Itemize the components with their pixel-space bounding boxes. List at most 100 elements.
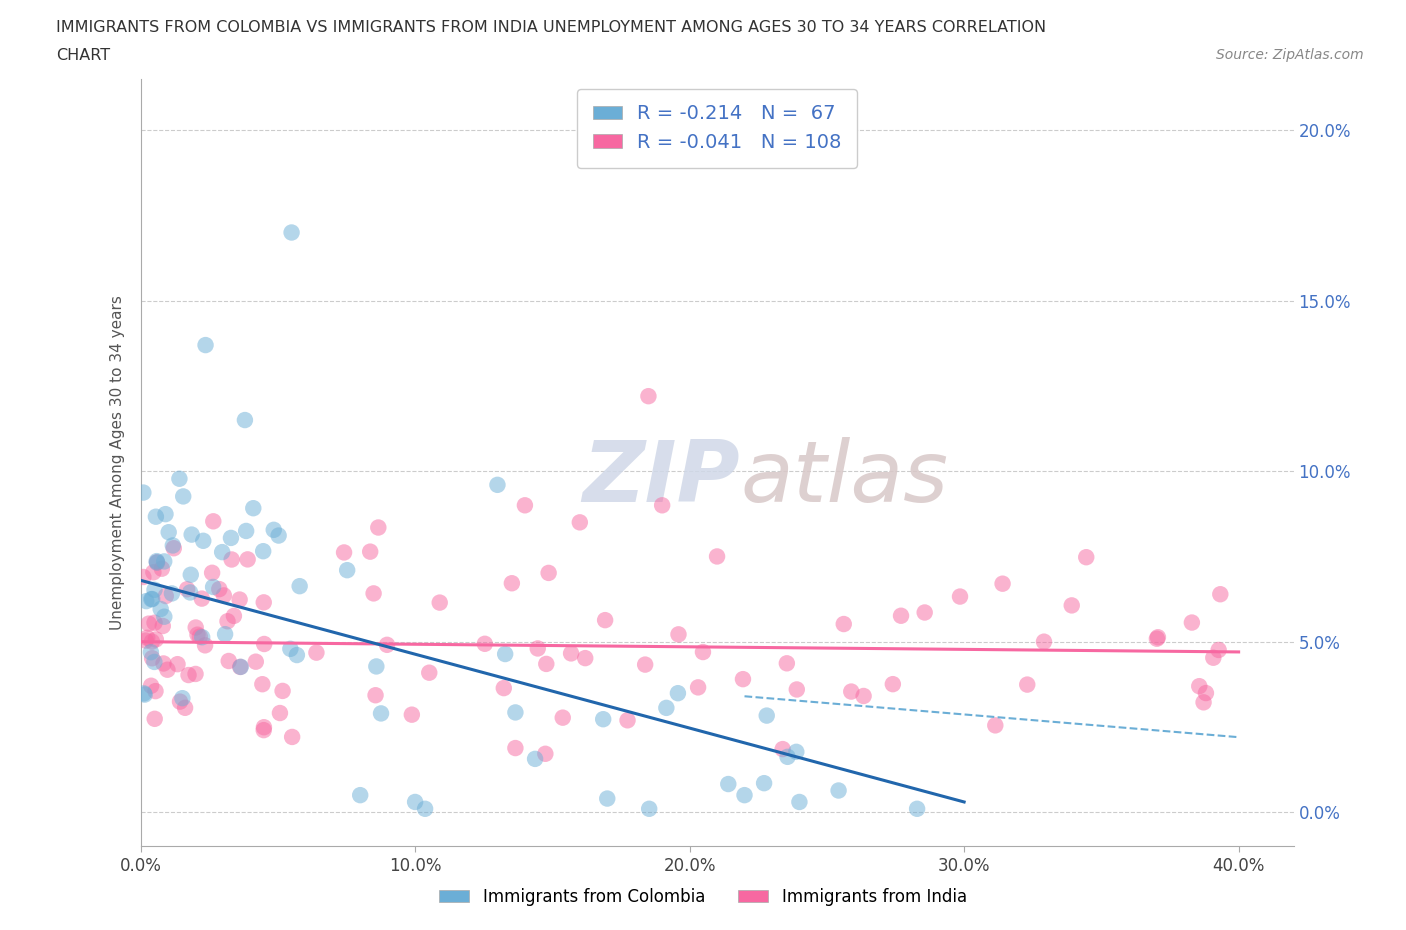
Point <box>162 538 184 553</box>
Point <box>1202 650 1225 665</box>
Point <box>755 708 778 723</box>
Point <box>146 555 169 570</box>
Point <box>560 646 582 661</box>
Point <box>169 694 191 709</box>
Point <box>1146 631 1168 646</box>
Point <box>253 720 276 735</box>
Point <box>401 707 423 722</box>
Point <box>1017 677 1039 692</box>
Point <box>359 544 381 559</box>
Point <box>202 514 225 529</box>
Point <box>179 585 201 600</box>
Point <box>1192 695 1215 710</box>
Point <box>336 563 359 578</box>
Point <box>166 657 188 671</box>
Point <box>143 582 166 597</box>
Point <box>236 551 259 566</box>
Point <box>596 791 619 806</box>
Point <box>180 567 202 582</box>
Point <box>413 802 436 817</box>
Point <box>688 680 710 695</box>
Point <box>253 595 276 610</box>
Point <box>194 338 217 352</box>
Point <box>180 527 202 542</box>
Point <box>228 592 250 607</box>
Point <box>364 688 387 703</box>
Point <box>574 651 596 666</box>
Point <box>333 545 356 560</box>
Point <box>668 627 690 642</box>
Point <box>1208 643 1230 658</box>
Point <box>731 671 754 686</box>
Point <box>634 658 657 672</box>
Point <box>501 576 523 591</box>
Point <box>252 544 274 559</box>
Point <box>219 530 242 545</box>
Legend: Immigrants from Colombia, Immigrants from India: Immigrants from Colombia, Immigrants fro… <box>433 881 973 912</box>
Point <box>235 524 257 538</box>
Point <box>163 540 186 555</box>
Point <box>218 654 240 669</box>
Point <box>150 562 173 577</box>
Text: IMMIGRANTS FROM COLOMBIA VS IMMIGRANTS FROM INDIA UNEMPLOYMENT AMONG AGES 30 TO : IMMIGRANTS FROM COLOMBIA VS IMMIGRANTS F… <box>56 20 1046 35</box>
Point <box>132 686 155 701</box>
Point <box>366 659 388 674</box>
Point <box>363 586 385 601</box>
Point <box>1076 550 1098 565</box>
Point <box>160 586 183 601</box>
Point <box>212 588 235 603</box>
Point <box>253 723 276 737</box>
Point <box>349 788 371 803</box>
Point <box>194 638 217 653</box>
Point <box>568 515 591 530</box>
Point <box>288 578 311 593</box>
Point <box>827 783 849 798</box>
Point <box>139 678 162 693</box>
Point <box>153 609 176 624</box>
Point <box>271 684 294 698</box>
Point <box>1209 587 1232 602</box>
Point <box>132 485 155 500</box>
Point <box>637 389 659 404</box>
Point <box>186 627 208 642</box>
Point <box>153 554 176 569</box>
Point <box>135 593 157 608</box>
Point <box>145 684 167 698</box>
Point <box>890 608 912 623</box>
Point <box>949 589 972 604</box>
Point <box>214 627 236 642</box>
Point <box>505 705 527 720</box>
Point <box>280 642 302 657</box>
Point <box>217 614 239 629</box>
Point <box>536 657 558 671</box>
Point <box>184 667 207 682</box>
Point <box>156 662 179 677</box>
Point <box>141 651 163 666</box>
Point <box>305 645 328 660</box>
Point <box>136 631 159 645</box>
Point <box>717 777 740 791</box>
Point <box>229 659 252 674</box>
Point <box>1195 685 1218 700</box>
Point <box>233 413 256 428</box>
Point <box>772 741 794 756</box>
Point <box>245 654 267 669</box>
Point <box>149 602 172 617</box>
Point <box>1181 615 1204 630</box>
Point <box>526 641 548 656</box>
Text: atlas: atlas <box>740 436 948 520</box>
Point <box>494 646 516 661</box>
Point <box>191 630 214 644</box>
Point <box>789 794 811 809</box>
Point <box>1060 598 1083 613</box>
Point <box>991 577 1014 591</box>
Point <box>177 668 200 683</box>
Point <box>551 711 574 725</box>
Point <box>375 637 398 652</box>
Point <box>145 510 167 525</box>
Point <box>141 591 163 606</box>
Point <box>222 608 245 623</box>
Point <box>692 644 714 659</box>
Point <box>914 605 936 620</box>
Point <box>138 617 160 631</box>
